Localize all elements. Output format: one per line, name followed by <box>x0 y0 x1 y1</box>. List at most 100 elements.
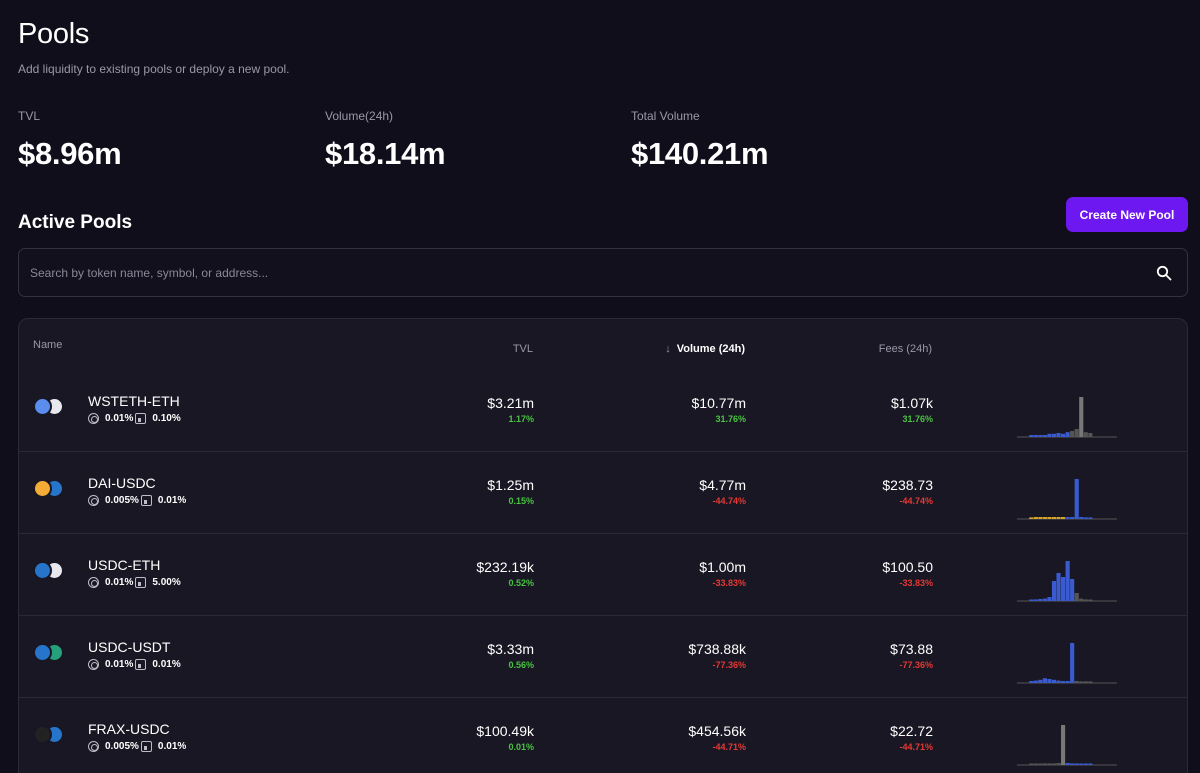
token-a-icon <box>33 725 52 744</box>
sparkline-bar <box>1065 763 1070 765</box>
pool-bin-step: 0.01% <box>157 495 187 506</box>
sparkline-bar <box>1083 599 1088 601</box>
pool-fee: 0.01% <box>105 659 134 670</box>
sparkline-bar <box>1051 581 1057 601</box>
sparkline-bar <box>1042 763 1047 765</box>
volume-cell: $4.77m -44.74% <box>635 477 746 506</box>
volume-change: 31.76% <box>715 414 746 424</box>
sparkline-bar <box>1083 432 1088 437</box>
fees-cell: $1.07k 31.76% <box>833 395 933 424</box>
column-header-tvl[interactable]: TVL <box>512 343 533 355</box>
fees-change: -44.71% <box>899 742 933 752</box>
page-title: Pools <box>18 18 90 50</box>
pool-fee: 0.01% <box>105 413 134 424</box>
pool-pair-name[interactable]: DAI-USDC <box>88 475 156 491</box>
table-row[interactable]: DAI-USDC 0.005% 0.01% $1.25m 0.15% $4.77m -44.… <box>19 452 1187 534</box>
fee-icon <box>88 659 99 670</box>
pool-meta: 0.01% 5.00% <box>88 577 181 588</box>
sparkline-bar <box>1079 397 1084 437</box>
fees-value: $100.50 <box>882 559 933 575</box>
sparkline-bar <box>1047 517 1052 519</box>
sparkline-bar <box>1029 599 1034 601</box>
sparkline-bar <box>1079 517 1084 519</box>
tvl-change: 0.56% <box>508 660 534 670</box>
tvl-cell: $232.19k 0.52% <box>434 559 534 588</box>
pool-meta: 0.005% 0.01% <box>88 495 186 506</box>
sparkline-bar <box>1047 433 1052 437</box>
sparkline-bar <box>1029 517 1034 519</box>
fees-cell: $100.50 -33.83% <box>833 559 933 588</box>
table-row[interactable]: USDC-USDT 0.01% 0.01% $3.33m 0.56% $738.88k -7… <box>19 616 1187 698</box>
row-divider <box>19 451 1187 452</box>
search-icon[interactable] <box>1156 265 1172 281</box>
sparkline-bar <box>1042 517 1047 519</box>
volume-cell: $738.88k -77.36% <box>635 641 746 670</box>
fee-icon <box>88 413 99 424</box>
sparkline-bar <box>1038 679 1043 683</box>
fees-cell: $73.88 -77.36% <box>833 641 933 670</box>
pool-pair-name[interactable]: WSTETH-ETH <box>88 393 180 409</box>
volume-change: -77.36% <box>712 660 746 670</box>
sparkline-bar <box>1047 597 1052 601</box>
sparkline-bar <box>1065 517 1070 519</box>
sparkline-bar <box>1056 763 1061 765</box>
volume-cell: $1.00m -33.83% <box>635 559 746 588</box>
liquidity-sparkline <box>1017 561 1117 602</box>
tvl-value: $232.19k <box>476 559 534 575</box>
fees-change: -77.36% <box>899 660 933 670</box>
sparkline-bar <box>1033 517 1038 519</box>
volume-cell: $10.77m 31.76% <box>635 395 746 424</box>
fee-icon <box>88 741 99 752</box>
tvl-cell: $1.25m 0.15% <box>434 477 534 506</box>
token-pair-icon <box>33 643 69 663</box>
bin-step-icon <box>135 413 147 424</box>
pool-pair-name[interactable]: USDC-USDT <box>88 639 171 655</box>
sparkline-bar <box>1088 599 1093 601</box>
sparkline-bar <box>1042 678 1047 683</box>
sparkline-bar <box>1065 561 1070 601</box>
token-a-icon <box>33 479 52 498</box>
sparkline-bar <box>1074 479 1079 519</box>
token-pair-icon <box>33 479 69 499</box>
column-header-name[interactable]: Name <box>33 339 63 351</box>
fees-value: $1.07k <box>890 395 933 411</box>
pools-page: Pools Add liquidity to existing pools or… <box>18 0 1188 773</box>
row-divider <box>19 697 1187 698</box>
tvl-cell: $100.49k 0.01% <box>434 723 534 752</box>
sparkline-bar <box>1056 433 1061 437</box>
tvl-cell: $3.33m 0.56% <box>434 641 534 670</box>
token-a-icon <box>33 643 52 662</box>
liquidity-sparkline <box>1017 643 1117 684</box>
sparkline-bar <box>1047 763 1052 765</box>
column-header-fees[interactable]: Fees (24h) <box>878 343 932 355</box>
search-input[interactable] <box>30 249 1130 296</box>
stat-label: Volume(24h) <box>325 109 394 123</box>
stat-tvl: TVL $8.96m <box>18 109 122 172</box>
token-pair-icon <box>33 397 69 417</box>
sparkline-bar <box>1056 517 1061 519</box>
sparkline-bar <box>1033 435 1038 437</box>
column-header-volume[interactable]: ↓ Volume (24h) <box>619 343 745 355</box>
sparkline-bar <box>1065 432 1070 437</box>
sparkline-bar <box>1042 435 1047 437</box>
token-pair-icon <box>33 725 69 745</box>
search-box[interactable] <box>18 248 1188 297</box>
token-a-icon <box>33 561 52 580</box>
fees-cell: $22.72 -44.71% <box>833 723 933 752</box>
sparkline-bar <box>1042 598 1047 601</box>
fees-cell: $238.73 -44.74% <box>833 477 933 506</box>
create-new-pool-button[interactable]: Create New Pool <box>1066 197 1188 232</box>
sparkline-bar <box>1061 725 1066 765</box>
pool-pair-name[interactable]: USDC-ETH <box>88 557 161 573</box>
bin-step-icon <box>135 577 147 588</box>
table-row[interactable]: USDC-ETH 0.01% 5.00% $232.19k 0.52% $1.00m -33… <box>19 534 1187 616</box>
sparkline-bar <box>1083 763 1088 765</box>
table-row[interactable]: WSTETH-ETH 0.01% 0.10% $3.21m 1.17% $10.77m 31… <box>19 370 1187 452</box>
pool-pair-name[interactable]: FRAX-USDC <box>88 721 170 737</box>
sparkline-bar <box>1061 517 1066 519</box>
liquidity-sparkline <box>1017 397 1117 438</box>
volume-value: $10.77m <box>691 395 746 411</box>
table-row[interactable]: FRAX-USDC 0.005% 0.01% $100.49k 0.01% $454.56… <box>19 698 1187 773</box>
fees-value: $238.73 <box>882 477 933 493</box>
sparkline-bar <box>1079 763 1084 765</box>
